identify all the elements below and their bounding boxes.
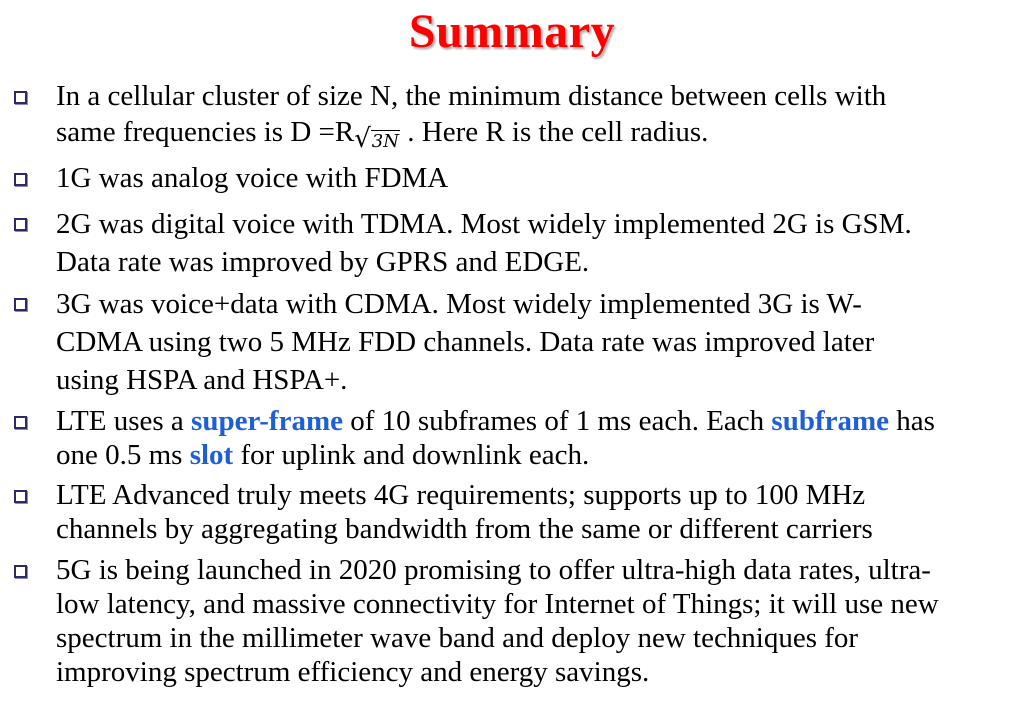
formula-prefix: same frequencies is D =R [56, 116, 355, 148]
hollow-square-bullet-icon [14, 91, 27, 104]
bullet-line: low latency, and massive connectivity fo… [56, 588, 939, 620]
term-super-frame: super-frame [191, 405, 343, 437]
bullet-line: spectrum in the millimeter wave band and… [56, 622, 859, 654]
hollow-square-bullet-icon [14, 298, 27, 311]
hollow-square-bullet-icon [14, 218, 27, 231]
bullet-line: using HSPA and HSPA+. [56, 364, 348, 396]
bullet-text: 1G was analog voice with FDMA [56, 160, 1016, 196]
bullet-line: In a cellular cluster of size N, the min… [56, 80, 887, 112]
bullet-line: 1G was analog voice with FDMA [56, 162, 449, 194]
formula-suffix: . Here R is the cell radius. [400, 116, 709, 148]
hollow-square-bullet-icon [14, 490, 27, 503]
bullet-text: 5G is being launched in 2020 promising t… [56, 553, 1016, 689]
bullet-text: 2G was digital voice with TDMA. Most wid… [56, 205, 1016, 281]
bullet-text: LTE uses a super-frame of 10 subframes o… [56, 404, 1016, 472]
text-segment: has [889, 405, 935, 437]
bullet-line: CDMA using two 5 MHz FDD channels. Data … [56, 326, 875, 358]
bullet-line: LTE Advanced truly meets 4G requirements… [56, 479, 866, 511]
hollow-square-bullet-icon [14, 173, 27, 186]
bullet-text: 3G was voice+data with CDMA. Most widely… [56, 285, 1016, 399]
text-segment: LTE uses a [56, 405, 192, 437]
sqrt-icon: √ [354, 124, 371, 154]
slide-title: Summary [408, 5, 616, 58]
bullet-text: In a cellular cluster of size N, the min… [56, 78, 1016, 160]
term-slot: slot [189, 439, 234, 471]
text-segment: one 0.5 ms [56, 439, 190, 471]
text-segment: of 10 subframes of 1 ms each. Each [342, 405, 772, 437]
bullet-text: LTE Advanced truly meets 4G requirements… [56, 478, 1016, 546]
bullet-line: one 0.5 ms slot for uplink and downlink … [56, 438, 1016, 472]
term-subframe: subframe [771, 405, 890, 437]
bullet-line: improving spectrum efficiency and energy… [56, 656, 650, 688]
sqrt-radicand: 3N [370, 130, 400, 152]
bullet-line: 5G is being launched in 2020 promising t… [56, 554, 931, 586]
bullet-line: same frequencies is D =R√3N . Here R is … [56, 114, 1016, 160]
text-segment: for uplink and downlink each. [233, 439, 590, 471]
bullet-line: channels by aggregating bandwidth from t… [56, 513, 873, 545]
hollow-square-bullet-icon [14, 565, 27, 578]
bullet-line: 2G was digital voice with TDMA. Most wid… [56, 208, 912, 240]
hollow-square-bullet-icon [14, 416, 27, 429]
sqrt-formula: √3N [354, 121, 400, 160]
bullet-line: 3G was voice+data with CDMA. Most widely… [56, 288, 862, 320]
bullet-line: Data rate was improved by GPRS and EDGE. [56, 246, 590, 278]
bullet-line: LTE uses a super-frame of 10 subframes o… [56, 404, 1016, 438]
